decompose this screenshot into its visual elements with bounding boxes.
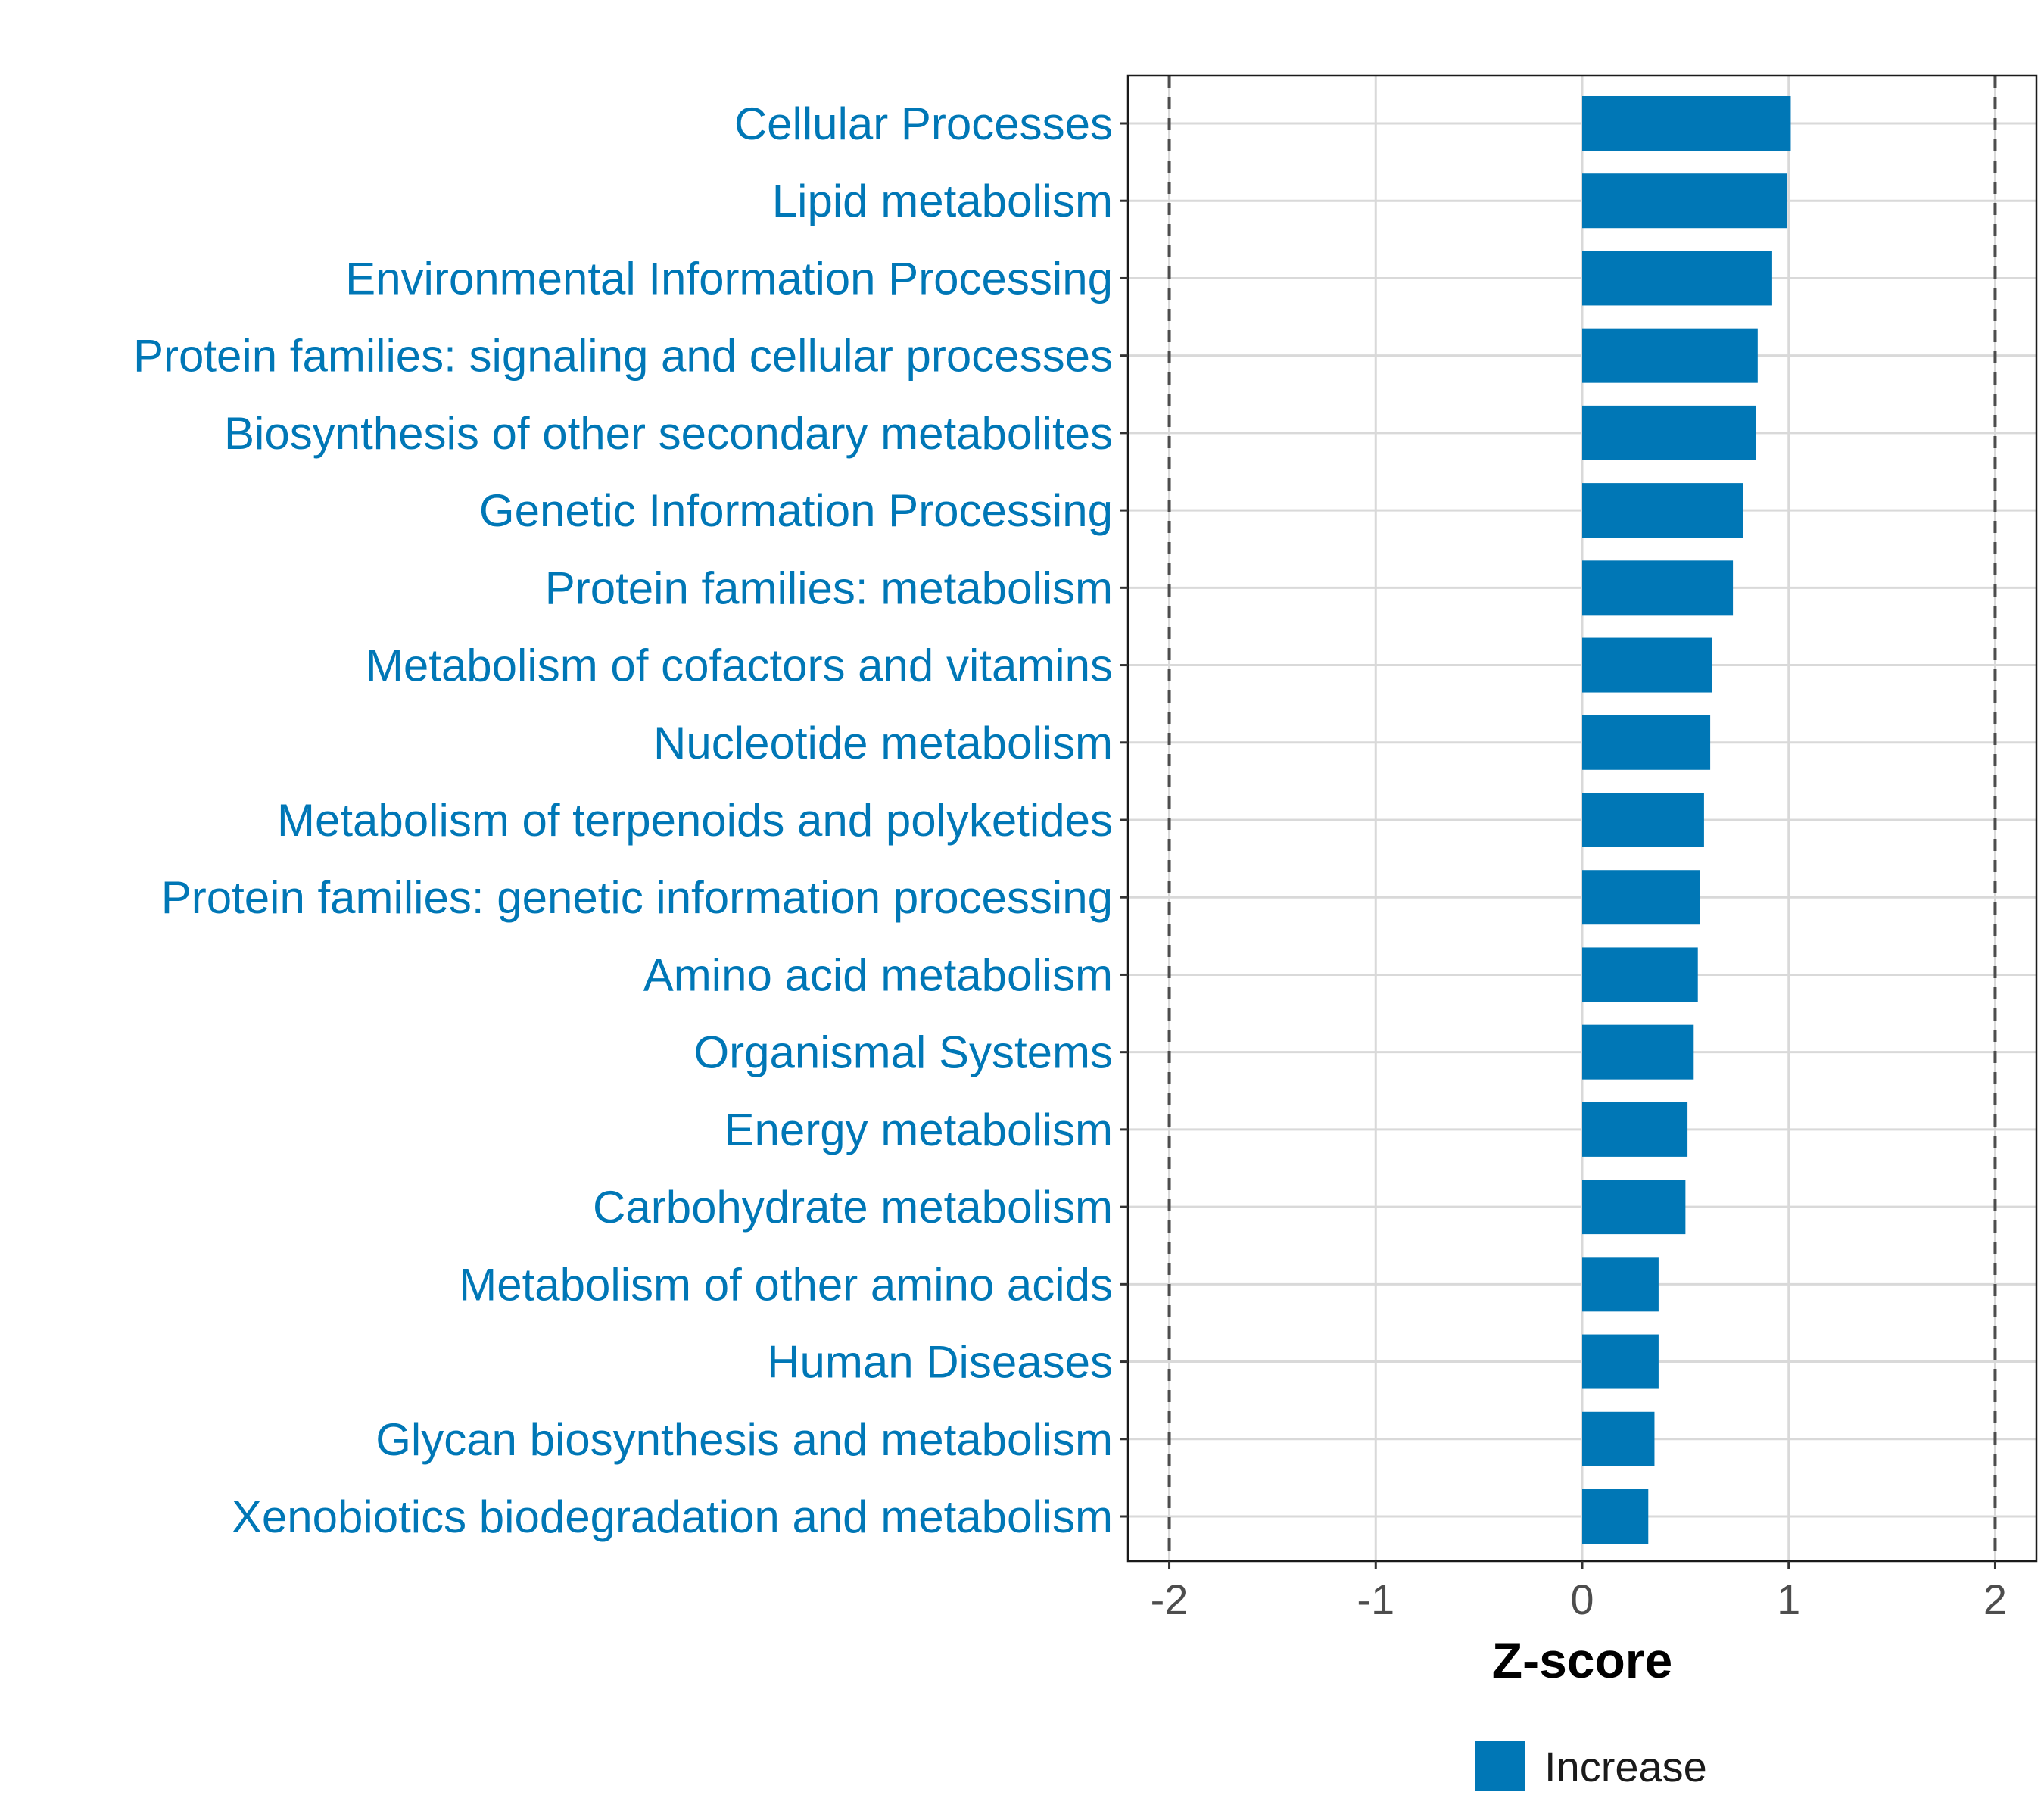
bar (1582, 483, 1743, 538)
category-label: Nucleotide metabolism (653, 718, 1113, 768)
bar (1582, 1257, 1659, 1312)
x-tick-label: -1 (1357, 1575, 1394, 1623)
bar (1582, 251, 1772, 306)
reference-lines (1167, 76, 1997, 1561)
bar (1582, 715, 1711, 770)
bar (1582, 328, 1758, 383)
bar (1582, 870, 1700, 925)
category-label: Amino acid metabolism (643, 949, 1113, 1000)
bar (1582, 1334, 1659, 1389)
bar (1582, 1102, 1688, 1157)
x-axis-ticks: -2 -1 0 1 2 (1151, 1561, 2007, 1623)
category-label: Lipid metabolism (772, 176, 1113, 226)
bar (1582, 1489, 1649, 1544)
bar (1582, 96, 1791, 151)
x-tick-label: -2 (1151, 1575, 1189, 1623)
bar (1582, 173, 1787, 229)
category-label: Protein families: metabolism (545, 563, 1113, 613)
category-labels: Cellular Processes Lipid metabolism Enviro… (133, 98, 1128, 1542)
category-label: Environmental Information Processing (345, 253, 1113, 304)
x-tick-label: 2 (1983, 1575, 2007, 1623)
bars (1582, 96, 1791, 1544)
legend: Increase (1475, 1741, 1707, 1791)
category-label: Biosynthesis of other secondary metaboli… (224, 408, 1113, 459)
bar (1582, 793, 1704, 847)
bar (1582, 1180, 1686, 1235)
legend-label-increase: Increase (1544, 1743, 1707, 1791)
category-label: Metabolism of terpenoids and polyketides (277, 795, 1113, 846)
category-label: Xenobiotics biodegradation and metabolis… (232, 1491, 1113, 1542)
category-label: Human Diseases (767, 1337, 1113, 1388)
legend-swatch-increase (1475, 1741, 1525, 1791)
category-label: Energy metabolism (724, 1105, 1113, 1155)
bar (1582, 637, 1712, 693)
x-tick-label: 0 (1570, 1575, 1594, 1623)
category-label: Genetic Information Processing (479, 485, 1113, 536)
bar (1582, 1411, 1655, 1466)
category-label: Carbohydrate metabolism (593, 1182, 1113, 1233)
x-axis-title: Z-score (1492, 1632, 1672, 1688)
category-label: Organismal Systems (694, 1027, 1113, 1078)
category-label: Cellular Processes (734, 98, 1113, 149)
bar (1582, 1024, 1694, 1080)
category-label: Metabolism of cofactors and vitamins (366, 640, 1113, 691)
category-label: Glycan biosynthesis and metabolism (375, 1414, 1113, 1465)
bar (1582, 560, 1734, 616)
category-label: Protein families: genetic information pr… (161, 872, 1113, 923)
category-label: Protein families: signaling and cellular… (133, 331, 1113, 382)
category-label: Metabolism of other amino acids (459, 1259, 1113, 1310)
x-tick-label: 1 (1777, 1575, 1800, 1623)
bar (1582, 947, 1698, 1002)
bar (1582, 405, 1756, 460)
